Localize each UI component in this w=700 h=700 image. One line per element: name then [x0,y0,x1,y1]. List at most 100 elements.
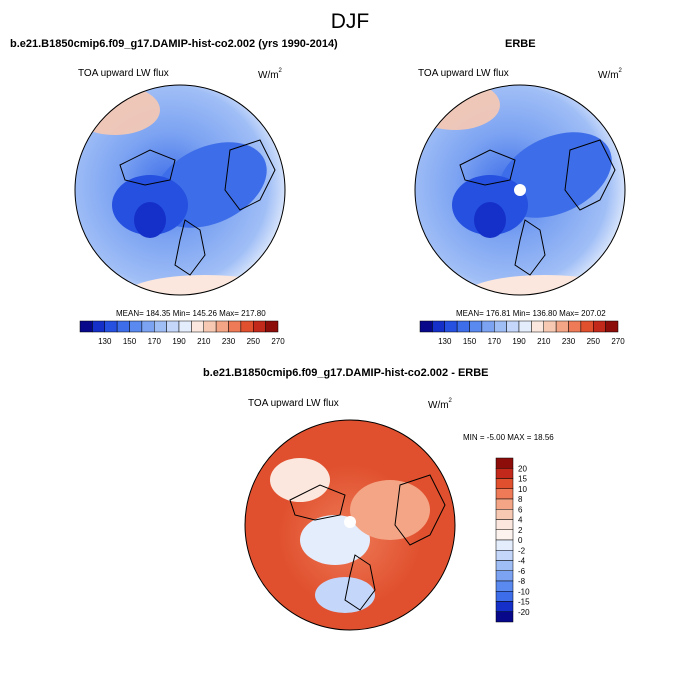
diff-colorbar-tick-label: 0 [518,536,523,545]
diff-colorbar-swatch [495,539,514,551]
model-colorbar-swatch [104,320,118,333]
model-polar-map [75,85,285,295]
obs-colorbar: 130 150 170 190 210 230 250 270 [419,320,625,346]
model-colorbar-swatch [92,320,105,333]
model-colorbar-tick-label: 250 [247,337,261,346]
obs-colorbar-swatch [593,320,606,333]
diff-negative-region [300,515,370,565]
diff-colorbar-tick-label: -6 [518,567,526,576]
model-variable-label: TOA upward LW flux [78,68,169,79]
diff-pole-hole [344,516,356,528]
diff-colorbar-swatch [495,570,514,582]
diff-polar-map [245,420,455,630]
diff-colorbar-tick-label: 20 [518,464,527,473]
diff-moderate-region [350,480,430,540]
model-colorbar-swatch [79,320,93,333]
diff-colorbar-tick-label: -2 [518,546,526,555]
model-warm-pacific [75,85,160,135]
model-panel-header: b.e21.B1850cmip6.f09_g17.DAMIP-hist-co2.… [10,38,338,50]
model-colorbar-swatch [166,320,180,333]
obs-colorbar-swatch [506,320,520,333]
obs-colorbar-tick-label: 270 [611,337,625,346]
diff-colorbar-tick-label: -4 [518,557,526,566]
model-colorbar-swatch [215,320,229,333]
obs-colorbar-swatch [543,320,557,333]
diff-colorbar-swatch [495,519,514,530]
diff-colorbar-swatch [495,580,514,592]
diff-colorbar-swatch [495,529,514,541]
model-colorbar-tick-label: 230 [222,337,236,346]
diff-negative-region-atlantic [315,577,375,613]
obs-colorbar-tick-label: 130 [438,337,452,346]
diff-colorbar-swatch [495,560,514,571]
obs-coastlines [459,139,616,276]
diff-colorbar-tick-label: 4 [518,516,523,525]
diff-light-region [270,458,330,502]
diff-colorbar-swatch [495,611,514,623]
diff-colorbar-swatch [495,550,514,561]
obs-colorbar-swatch [456,320,470,333]
diff-colorbar-tick-label: -10 [518,587,530,596]
diff-colorbar-tick-label: 8 [518,495,523,504]
obs-panel-header: ERBE [505,38,536,50]
model-coastlines [119,139,276,276]
obs-colorbar-swatch [518,320,532,333]
diff-panel-header: b.e21.B1850cmip6.f09_g17.DAMIP-hist-co2.… [203,367,489,379]
model-colorbar-swatch [116,320,130,333]
obs-colorbar-swatch [419,320,433,333]
diff-colorbar-swatch [495,509,514,520]
obs-colorbar-swatch [481,320,495,333]
model-map-border [74,84,286,296]
model-colorbar-tick-label: 170 [148,337,162,346]
diff-colorbar-tick-label: -20 [518,608,530,617]
diff-units-label: W/m2 [428,398,452,411]
obs-colorbar-swatch [432,320,445,333]
obs-colorbar-tick-label: 230 [562,337,576,346]
diff-colorbar-tick-label: -8 [518,577,526,586]
diff-colorbar-swatch [495,591,514,602]
obs-colorbar-tick-label: 250 [587,337,601,346]
obs-map-border [414,84,626,296]
model-colorbar-tick-label: 270 [271,337,285,346]
model-colorbar-swatch [253,320,266,333]
obs-warm-pacific [415,85,500,130]
obs-colorbar-swatch [444,320,458,333]
diff-colorbar-swatch [495,478,514,489]
diff-stats: MIN = -5.00 MAX = 18.56 [463,433,554,442]
diff-colorbar-swatch [495,488,514,500]
diff-colorbar-tick-label: 6 [518,505,523,514]
obs-polar-map [415,85,625,295]
obs-colorbar-swatch [580,320,594,333]
diff-colorbar-swatch [495,457,514,469]
obs-colorbar-swatch [494,320,507,333]
model-greenland-core [134,202,166,238]
diff-colorbar-swatch [495,468,514,479]
obs-units-label: W/m2 [598,68,622,81]
model-colorbar-swatch [240,320,254,333]
obs-colorbar-swatch [568,320,582,333]
obs-stats: MEAN= 176.81 Min= 136.80 Max= 207.02 [456,309,606,318]
obs-greenland-core [474,202,506,238]
model-colorbar-swatch [203,320,217,333]
model-colorbar-swatch [178,320,192,333]
obs-colorbar-swatch [605,320,619,333]
figure-title: DJF [330,10,370,33]
model-colorbar-tick-label: 130 [98,337,112,346]
model-colorbar-swatch [191,320,204,333]
model-stats: MEAN= 184.35 Min= 145.26 Max= 217.80 [116,309,266,318]
diff-colorbar-swatch [495,601,514,612]
model-colorbar-swatch [154,320,167,333]
obs-warm-atlantic [465,275,625,295]
obs-variable-label: TOA upward LW flux [418,68,509,79]
model-colorbar: 130 150 170 190 210 230 250 270 [79,320,285,346]
diff-variable-label: TOA upward LW flux [248,398,339,409]
obs-colorbar-tick-label: 170 [488,337,502,346]
model-colorbar-tick-label: 190 [172,337,186,346]
model-colorbar-swatch [265,320,279,333]
diff-coastlines [289,474,446,611]
model-colorbar-swatch [141,320,155,333]
obs-colorbar-tick-label: 150 [463,337,477,346]
diff-colorbar-tick-label: 10 [518,485,527,494]
